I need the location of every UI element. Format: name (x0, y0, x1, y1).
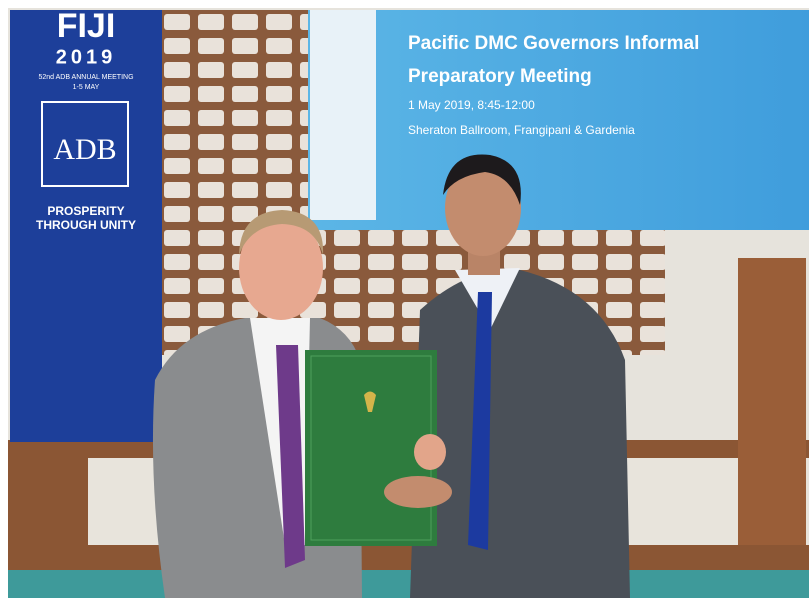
banner-year: 2019 (56, 46, 117, 68)
hand (414, 434, 446, 470)
suit-right (410, 269, 630, 598)
door (738, 258, 806, 548)
screen-title: Pacific DMC Governors Informal (408, 33, 699, 54)
hand (384, 476, 452, 508)
projection-screen (308, 10, 809, 230)
banner-dates: 1-5 MAY (73, 84, 100, 91)
tie-right (468, 292, 492, 550)
screen-title: Preparatory Meeting (408, 66, 592, 87)
tie-left (276, 345, 305, 568)
harp-emblem (364, 391, 376, 412)
logo-box (41, 101, 129, 187)
banner-event: 52nd ADB ANNUAL MEETING (38, 74, 133, 81)
banner-title: FIJI (57, 7, 116, 45)
slogan: THROUGH UNITY (36, 218, 136, 232)
screen-date: 1 May 2019, 8:45-12:00 (408, 98, 535, 112)
screen-venue: Sheraton Ballroom, Frangipani & Gardenia (408, 123, 635, 137)
face-right (445, 160, 521, 256)
banner (10, 10, 162, 442)
slogan: PROSPERITY (47, 204, 124, 218)
hair-left (239, 210, 324, 255)
logo: ADB (53, 133, 116, 166)
hair-right (443, 154, 521, 205)
face-left (239, 216, 323, 320)
skirting (8, 545, 809, 573)
sponsor-strip (310, 10, 376, 220)
carpet (8, 570, 809, 598)
